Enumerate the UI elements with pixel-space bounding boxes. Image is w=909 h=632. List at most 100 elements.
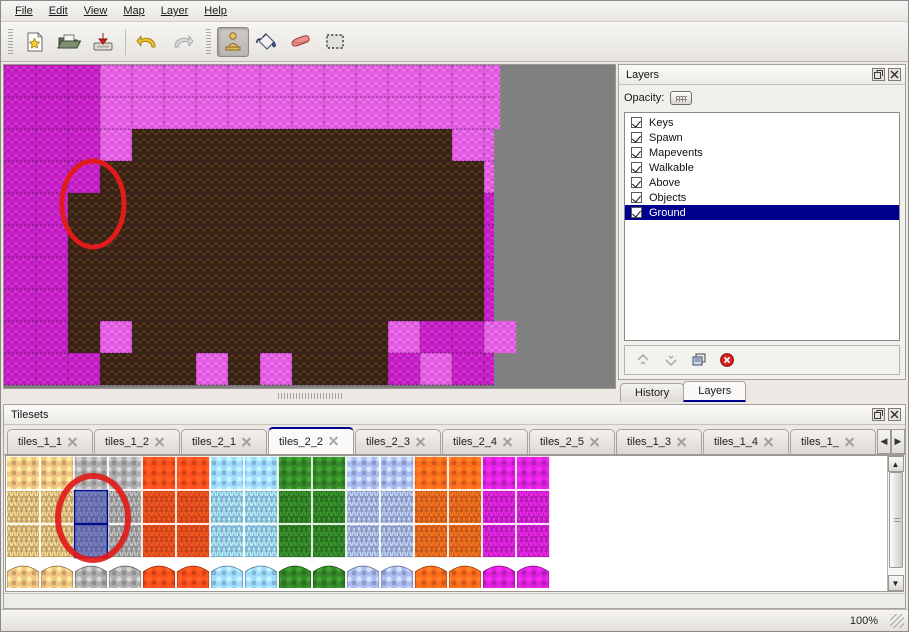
menu-layer[interactable]: Layer — [153, 3, 197, 19]
menu-edit[interactable]: Edit — [41, 3, 76, 19]
tilesets-close-button[interactable] — [888, 408, 901, 421]
layer-row-keys[interactable]: Keys — [625, 115, 899, 130]
layer-row-ground[interactable]: Ground — [625, 205, 899, 220]
tileset-scroll-track[interactable] — [887, 472, 904, 575]
tileset-tab-close-icon[interactable] — [844, 437, 855, 448]
map-horizontal-splitter[interactable] — [3, 389, 616, 402]
layer-row-spawn[interactable]: Spawn — [625, 130, 899, 145]
layer-visibility-checkbox[interactable] — [631, 192, 642, 203]
tileset-tab-close-icon[interactable] — [67, 437, 78, 448]
tileset-tab-tiles_1_[interactable]: tiles_1_ — [790, 429, 876, 454]
bucket-tool-button[interactable] — [251, 27, 283, 57]
dock-tab-history[interactable]: History — [620, 383, 685, 402]
menu-help-label: Help — [204, 5, 227, 17]
tileset-tab-tiles_2_4[interactable]: tiles_2_4 — [442, 429, 528, 454]
save-disk-icon — [93, 32, 113, 50]
tileset-tab-tiles_2_5[interactable]: tiles_2_5 — [529, 429, 615, 454]
tileset-tab-label: tiles_1_3 — [627, 436, 672, 448]
tileset-vertical-scrollbar[interactable]: ▲ ▼ — [887, 456, 904, 591]
layer-visibility-checkbox[interactable] — [631, 177, 642, 188]
layers-undock-button[interactable] — [872, 68, 885, 81]
new-document-icon — [27, 31, 43, 51]
open-map-button[interactable] — [53, 27, 85, 57]
tileset-tab-tiles_2_2[interactable]: tiles_2_2 — [268, 427, 354, 454]
layer-visibility-checkbox[interactable] — [631, 147, 642, 158]
redo-arrow-icon — [174, 35, 194, 47]
layer-name-label: Ground — [649, 206, 686, 219]
undo-button[interactable] — [132, 27, 164, 57]
toolbar-grip-1[interactable] — [7, 28, 14, 55]
tileset-tab-close-icon[interactable] — [328, 436, 339, 447]
layers-close-button[interactable] — [888, 68, 901, 81]
layer-visibility-checkbox[interactable] — [631, 117, 642, 128]
select-tool-button[interactable] — [319, 27, 351, 57]
layers-panel: Layers — [618, 64, 906, 380]
tileset-grid-canvas[interactable] — [6, 456, 860, 591]
tileset-tabs-scroll-right-button[interactable]: ▶ — [891, 429, 905, 454]
window-resize-grip[interactable] — [890, 613, 904, 628]
delete-layer-button[interactable] — [717, 350, 737, 370]
menu-view[interactable]: View — [76, 3, 116, 19]
main-toolbar — [1, 22, 908, 62]
stamp-tool-button[interactable] — [217, 26, 249, 57]
tilesets-panel-titlebar: Tilesets — [4, 405, 905, 425]
eraser-icon — [291, 34, 310, 46]
tileset-tab-tiles_1_4[interactable]: tiles_1_4 — [703, 429, 789, 454]
undock-icon — [874, 70, 883, 79]
tileset-scroll-down-button[interactable]: ▼ — [887, 575, 904, 591]
tileset-tab-scroll-buttons: ◀ ▶ — [877, 429, 905, 454]
toolbar-grip-2[interactable] — [205, 28, 212, 55]
dock-tab-layers[interactable]: Layers — [683, 381, 747, 402]
layer-name-label: Walkable — [649, 161, 694, 174]
layer-row-mapevents[interactable]: Mapevents — [625, 145, 899, 160]
move-layer-up-button[interactable] — [633, 350, 653, 370]
opacity-slider[interactable] — [670, 91, 900, 105]
eraser-tool-button[interactable] — [285, 27, 317, 57]
tileset-tab-close-icon[interactable] — [502, 437, 513, 448]
tilesets-undock-button[interactable] — [872, 408, 885, 421]
menu-bar: File Edit View Map Layer Help — [1, 1, 908, 22]
duplicate-layer-button[interactable] — [689, 350, 709, 370]
layer-row-walkable[interactable]: Walkable — [625, 160, 899, 175]
map-canvas[interactable] — [4, 65, 616, 389]
layer-row-above[interactable]: Above — [625, 175, 899, 190]
tileset-canvas-wrap[interactable] — [6, 456, 887, 591]
tileset-tabs-scroll-left-button[interactable]: ◀ — [877, 429, 891, 454]
status-bar: 100% — [1, 609, 908, 631]
menu-file[interactable]: File — [7, 3, 41, 19]
layer-visibility-checkbox[interactable] — [631, 132, 642, 143]
layer-visibility-checkbox[interactable] — [631, 207, 642, 218]
map-area — [1, 62, 618, 402]
redo-button[interactable] — [166, 27, 198, 57]
layer-list[interactable]: Keys Spawn Mapevents Walkable Above Objects Gr… — [624, 112, 900, 341]
tileset-tab-close-icon[interactable] — [676, 437, 687, 448]
new-map-button[interactable] — [19, 27, 51, 57]
dock-tab-label: Layers — [698, 385, 732, 397]
map-canvas-viewport[interactable] — [3, 64, 616, 389]
tileset-tab-close-icon[interactable] — [415, 437, 426, 448]
move-layer-down-button[interactable] — [661, 350, 681, 370]
menu-help[interactable]: Help — [196, 3, 235, 19]
tileset-tab-label: tiles_2_4 — [453, 436, 498, 448]
layer-visibility-checkbox[interactable] — [631, 162, 642, 173]
tileset-scroll-up-button[interactable]: ▲ — [887, 456, 904, 472]
tileset-tab-tiles_1_3[interactable]: tiles_1_3 — [616, 429, 702, 454]
tilesets-panel: Tilesets tiles_1_1 tiles_1_2 tiles_2_1 tile… — [3, 404, 906, 609]
tileset-tab-tiles_1_1[interactable]: tiles_1_1 — [7, 429, 93, 454]
tileset-tab-close-icon[interactable] — [589, 437, 600, 448]
tileset-scroll-thumb[interactable] — [888, 472, 903, 568]
menu-map[interactable]: Map — [115, 3, 152, 19]
open-folder-icon — [57, 34, 81, 48]
save-map-button[interactable] — [87, 27, 119, 57]
opacity-slider-thumb[interactable] — [670, 91, 693, 105]
tileset-bottom-bar — [4, 593, 905, 608]
tileset-tab-tiles_2_3[interactable]: tiles_2_3 — [355, 429, 441, 454]
tileset-tab-close-icon[interactable] — [763, 437, 774, 448]
tileset-tab-close-icon[interactable] — [241, 437, 252, 448]
tileset-tab-tiles_2_1[interactable]: tiles_2_1 — [181, 429, 267, 454]
menu-map-label: Map — [123, 5, 145, 17]
layer-row-objects[interactable]: Objects — [625, 190, 899, 205]
tileset-tab-close-icon[interactable] — [154, 437, 165, 448]
tileset-tab-tiles_1_2[interactable]: tiles_1_2 — [94, 429, 180, 454]
